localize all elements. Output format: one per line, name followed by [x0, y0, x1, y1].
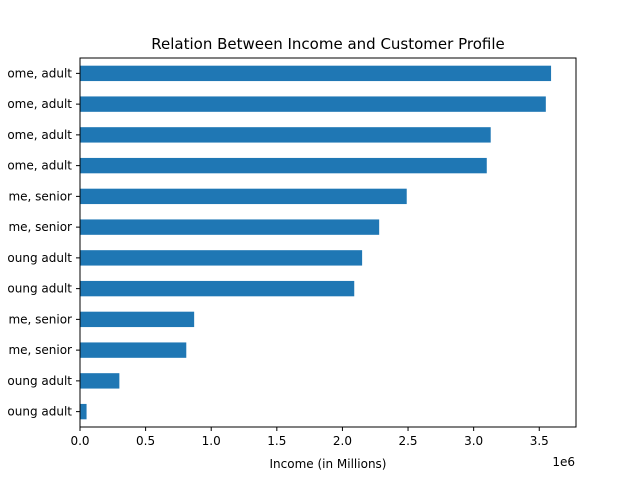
category-label-3: ome, adult — [7, 128, 72, 142]
x-tick-label-8: 3.5 — [530, 434, 549, 448]
category-label-10: me, senior — [8, 343, 72, 357]
bar-11 — [80, 373, 120, 389]
category-label-4: ome, adult — [7, 159, 72, 173]
category-label-5: me, senior — [8, 189, 72, 203]
bar-1 — [80, 65, 552, 82]
category-label-9: me, senior — [8, 312, 72, 326]
category-label-1: ome, adult — [7, 66, 72, 80]
category-label-11: oung adult — [7, 374, 72, 388]
plot-frame — [79, 57, 577, 428]
bar-12 — [80, 403, 87, 420]
bar-2 — [80, 96, 546, 112]
x-tick-label-2: 0.5 — [136, 434, 155, 448]
x-tick-label-3: 1.0 — [202, 434, 221, 448]
bar-5 — [80, 188, 407, 205]
bar-8 — [80, 280, 355, 297]
bars-group — [80, 65, 552, 420]
x-tick-label-1: 0.0 — [70, 434, 89, 448]
x-tick-label-6: 2.5 — [398, 434, 417, 448]
category-label-8: oung adult — [7, 282, 72, 296]
category-label-2: ome, adult — [7, 97, 72, 111]
category-label-12: oung adult — [7, 405, 72, 419]
x-tick-label-5: 2.0 — [333, 434, 352, 448]
category-labels: ome, adult ome, adult ome, adult ome, adult… — [7, 66, 80, 419]
bar-10 — [80, 342, 187, 358]
category-label-7: oung adult — [7, 251, 72, 265]
bar-3 — [80, 127, 491, 143]
x-tick-label-4: 1.5 — [267, 434, 286, 448]
bar-6 — [80, 219, 380, 235]
bar-9 — [80, 311, 195, 328]
bar-4 — [80, 157, 487, 174]
chart-title: Relation Between Income and Customer Pro… — [151, 35, 504, 53]
x-tick-label-7: 3.0 — [464, 434, 483, 448]
bar-7 — [80, 250, 363, 266]
x-axis-ticks: 0.0 0.5 1.0 1.5 2.0 2.5 3.0 3.5 — [70, 427, 549, 448]
x-axis-label: Income (in Millions) — [270, 457, 387, 471]
category-label-6: me, senior — [8, 220, 72, 234]
x-scale-label: 1e6 — [552, 455, 575, 469]
